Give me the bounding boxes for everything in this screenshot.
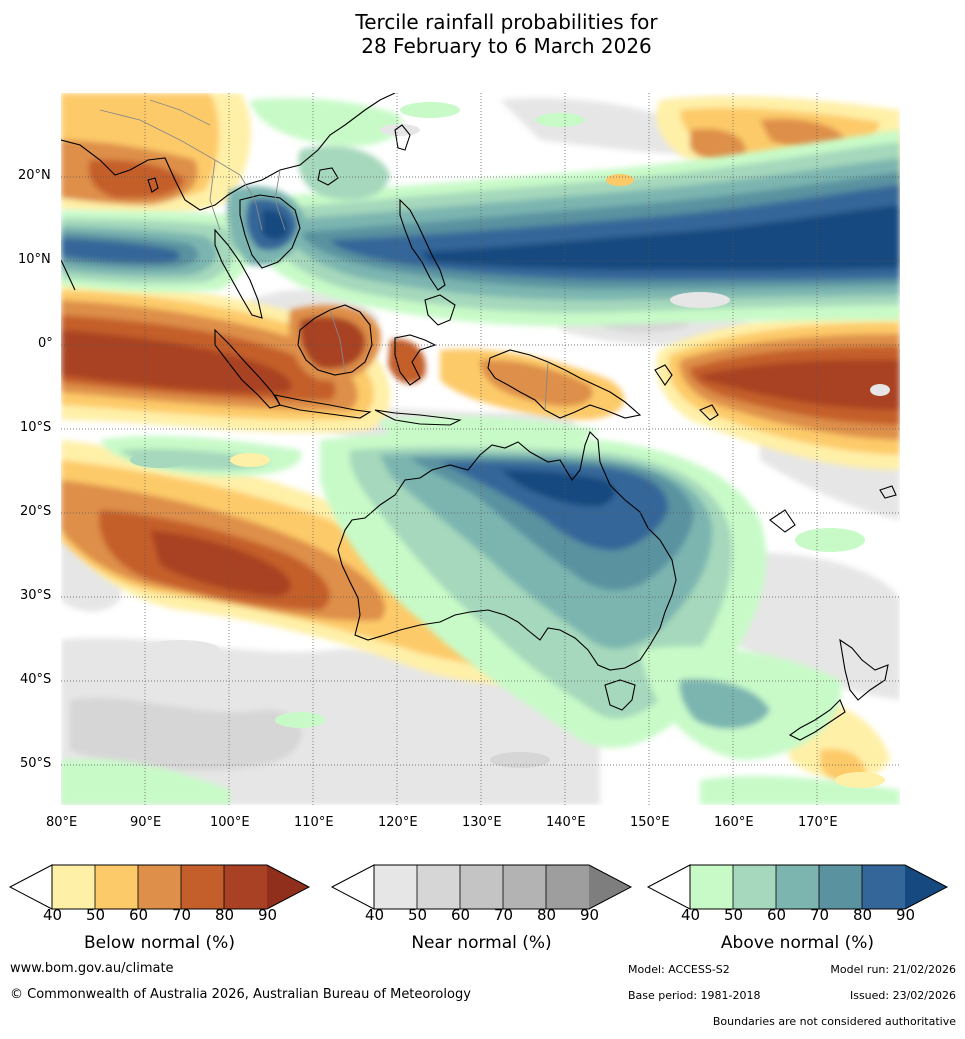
lon-label-110e: 110°E [294,815,334,830]
legend-above-tick-90: 90 [896,906,916,924]
lon-label-100e: 100°E [210,815,250,830]
lon-label-140e: 140°E [546,815,586,830]
lat-label-10s: 10°S [20,420,52,435]
above-normal-areas [61,98,900,805]
lat-label-0: 0° [38,336,53,351]
legend-above-title: Above normal (%) [720,933,875,953]
lat-label-20s: 20°S [20,504,52,519]
lat-label-20n: 20°N [18,168,51,183]
title-line-1: Tercile rainfall probabilities for [355,10,658,34]
footer-model: Model: ACCESS-S2 [628,963,730,976]
lon-label-120e: 120°E [378,815,418,830]
legend-below-colorbar [8,864,311,910]
legend-below-tick-50: 50 [86,906,106,924]
lat-label-10n: 10°N [18,252,51,267]
legend-below-tick-80: 80 [215,906,235,924]
legend-near-tick-90: 90 [580,906,600,924]
legend-above-tick-40: 40 [681,906,701,924]
map-title: Tercile rainfall probabilities for 28 Fe… [0,10,965,58]
legend-above-colorbar [646,864,949,910]
footer-issued: Issued: 23/02/2026 [849,989,956,1002]
lon-label-90e: 90°E [130,815,162,830]
borders [99,99,549,411]
lat-label-50s: 50°S [20,756,52,771]
legend-near-title: Near normal (%) [411,933,552,953]
legend-below-tick-70: 70 [172,906,192,924]
lon-label-150e: 150°E [630,815,670,830]
legend-near-tick-40: 40 [365,906,385,924]
lat-label-40s: 40°S [20,672,52,687]
legend-below-tick-90: 90 [258,906,278,924]
footer-website: www.bom.gov.au/climate [10,961,174,976]
legend-above-tick-50: 50 [724,906,744,924]
legend-above-tick-70: 70 [810,906,830,924]
footer-base-period: Base period: 1981-2018 [628,989,761,1002]
legend-near-tick-50: 50 [408,906,428,924]
legend-below-tick-40: 40 [43,906,63,924]
footer-copyright: © Commonwealth of Australia 2026, Austra… [10,987,471,1002]
lon-label-80e: 80°E [46,815,78,830]
legend-near-colorbar [330,864,633,910]
legend-below-title: Below normal (%) [84,933,235,953]
lon-label-130e: 130°E [462,815,502,830]
legend-near-tick-80: 80 [537,906,557,924]
footer-model-run: Model run: 21/02/2026 [830,963,956,976]
lat-label-30s: 30°S [20,588,52,603]
legend-near-tick-70: 70 [494,906,514,924]
legend-above-tick-60: 60 [767,906,787,924]
footer-disclaimer: Boundaries are not considered authoritat… [712,1015,956,1028]
lon-label-170e: 170°E [798,815,838,830]
legend-below-tick-60: 60 [129,906,149,924]
lon-label-160e: 160°E [714,815,754,830]
scattered-patches [90,102,890,789]
legend-near-tick-60: 60 [451,906,471,924]
probability-field [61,93,900,805]
graticule [61,93,900,805]
title-line-2: 28 February to 6 March 2026 [361,34,652,58]
legend-above-tick-80: 80 [853,906,873,924]
coastlines [61,93,897,741]
